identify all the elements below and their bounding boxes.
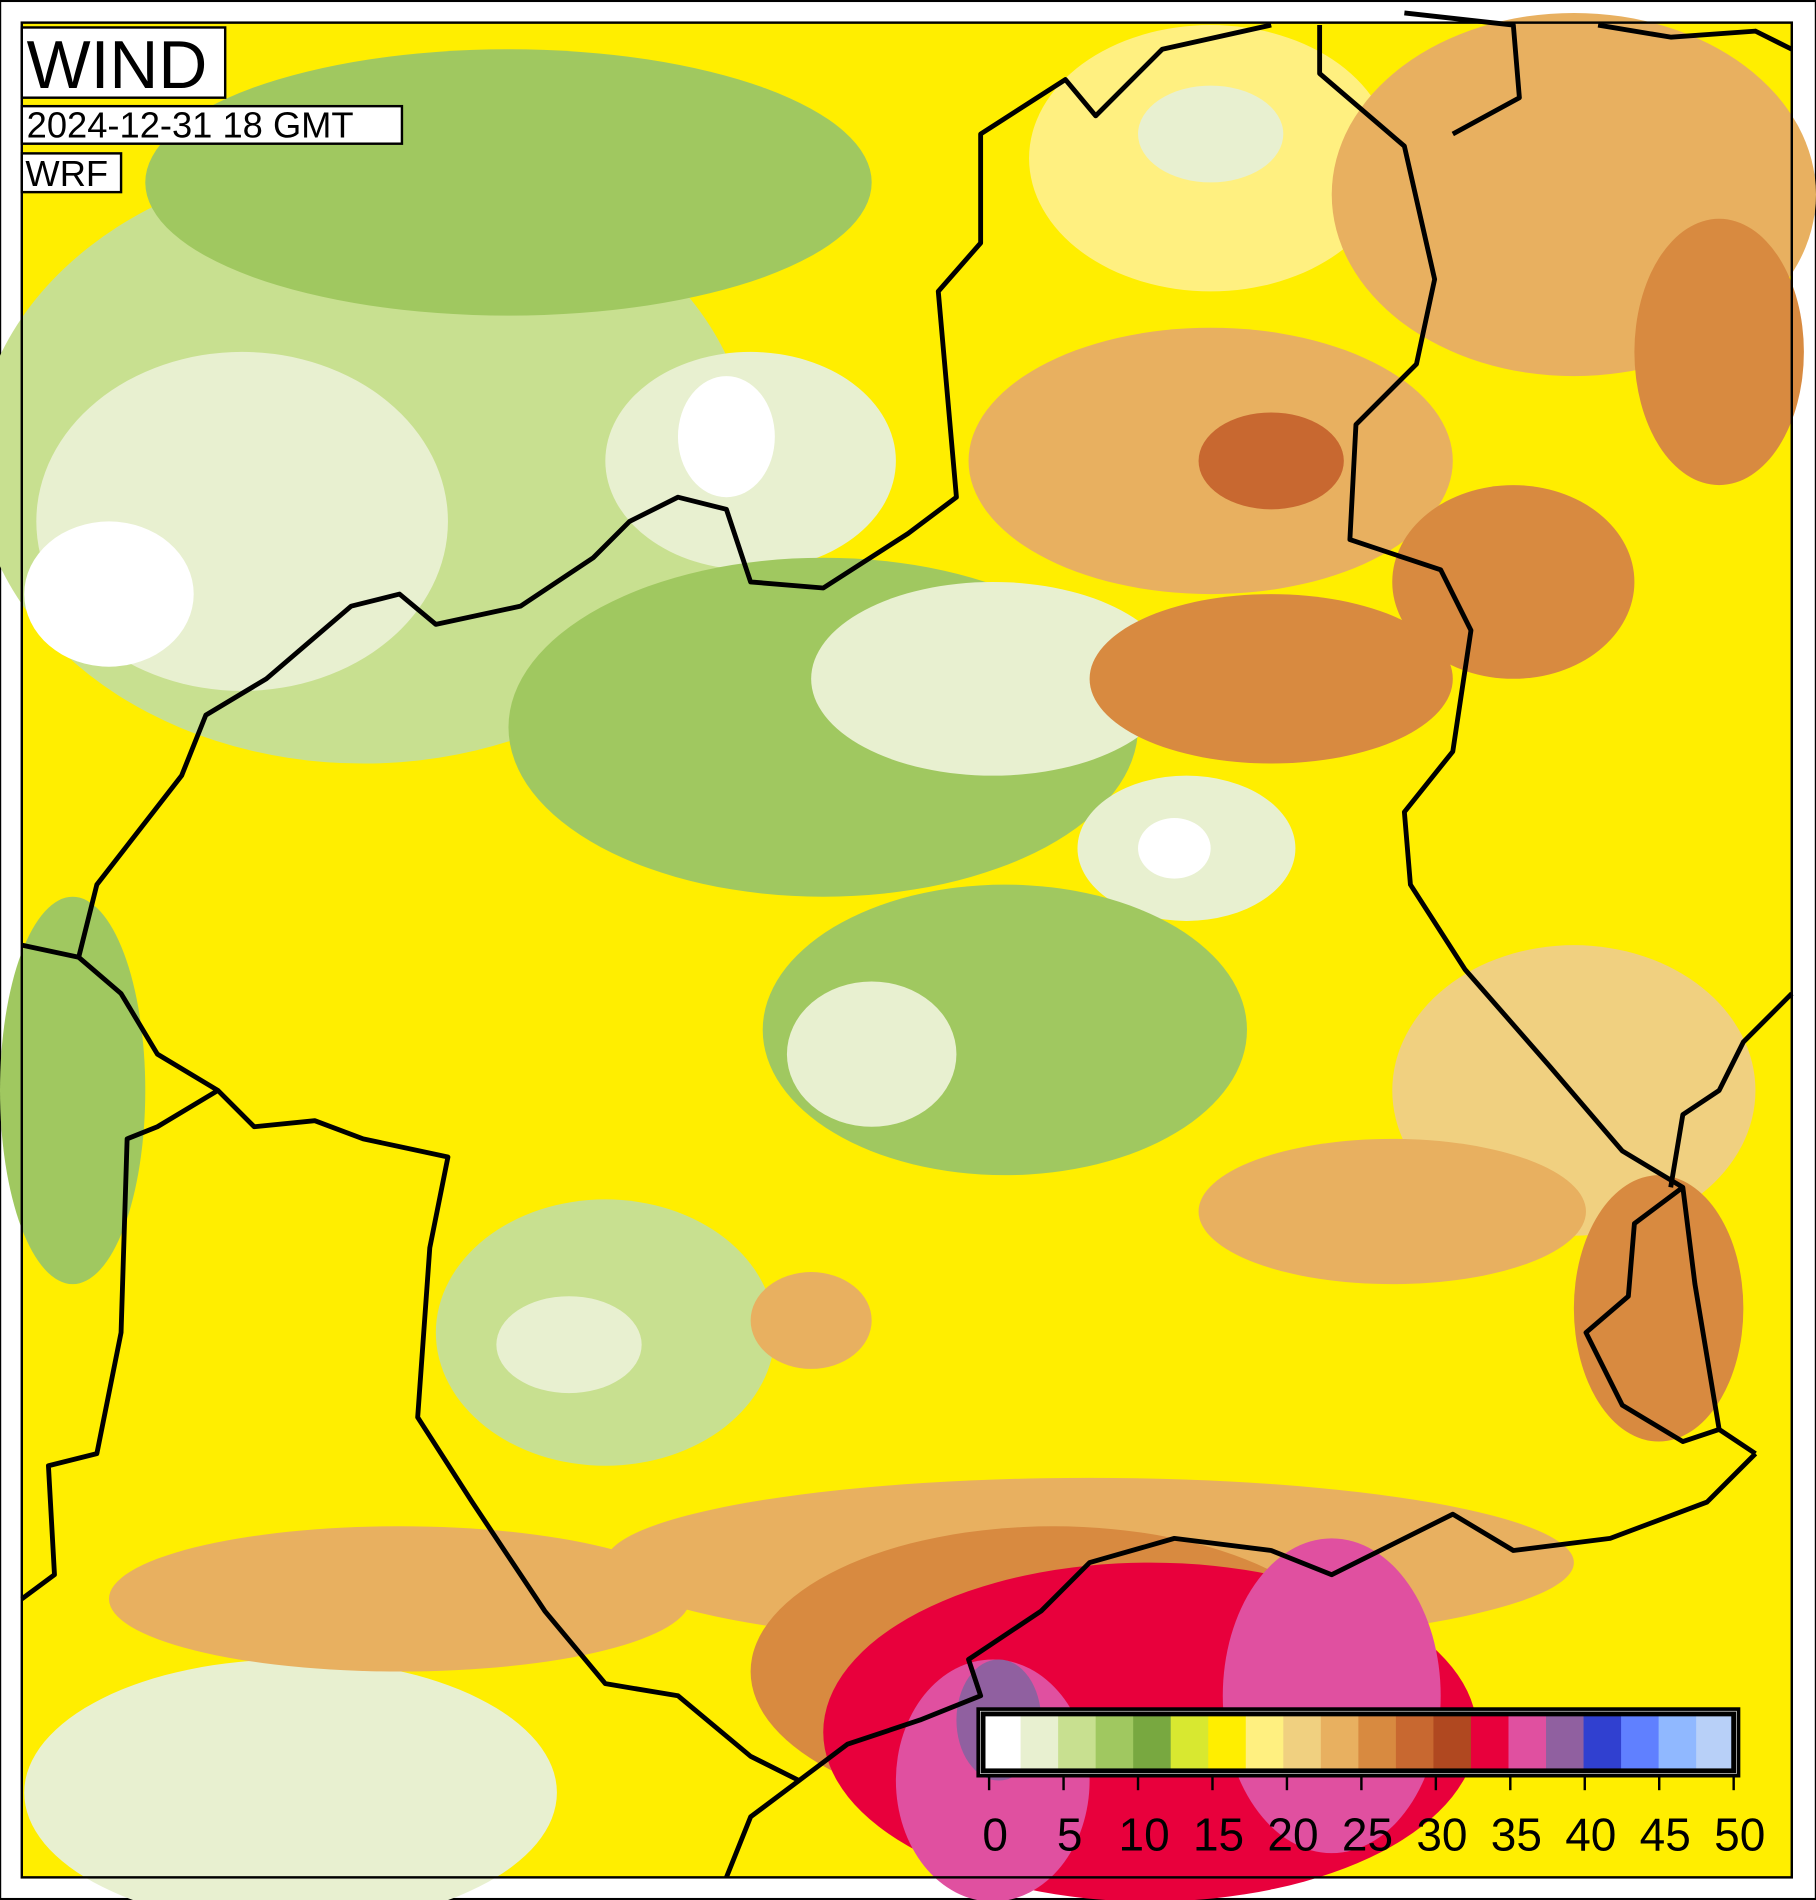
colorbar-segment <box>1546 1713 1585 1771</box>
colorbar-segment <box>1245 1713 1284 1771</box>
colorbar-segment <box>1058 1713 1097 1771</box>
model: WRF <box>25 153 108 194</box>
colorbar-tick-label: 10 <box>1118 1809 1169 1861</box>
colorbar-tick-label: 20 <box>1267 1809 1318 1861</box>
colorbar-tick-label: 25 <box>1342 1809 1393 1861</box>
colorbar-tick-label: 15 <box>1193 1809 1244 1861</box>
colorbar: 0 5 10 15 20 25 30 35 40 45 50 <box>976 1707 1765 1861</box>
colorbar-segment <box>1395 1713 1435 1771</box>
colorbar-segment <box>1020 1713 1059 1771</box>
colorbar-tick-label: 40 <box>1565 1809 1616 1861</box>
colorbar-segment <box>1508 1713 1547 1771</box>
colorbar-tick-label: 50 <box>1714 1809 1765 1861</box>
model-box <box>20 152 123 194</box>
colorbar-segment <box>1433 1713 1472 1771</box>
title-box <box>20 26 227 99</box>
colorbar-outline <box>980 1711 1737 1774</box>
wind-field <box>0 12 1816 1900</box>
colorbar-segment <box>1696 1713 1735 1771</box>
colorbar-segment <box>1470 1713 1510 1771</box>
colorbar-segment <box>1208 1713 1247 1771</box>
colorbar-tick-label: 0 <box>982 1809 1008 1861</box>
country-borders <box>20 10 1794 1879</box>
map-frame <box>20 21 1793 1879</box>
colorbar-segment <box>1133 1713 1172 1771</box>
date-box <box>20 104 404 145</box>
colorbar-segment <box>1358 1713 1397 1771</box>
colorbar-segment <box>1320 1713 1359 1771</box>
colorbar-segment <box>1095 1713 1134 1771</box>
date: 2024-12-31 18 GMT <box>27 105 354 146</box>
colorbar-segment <box>1283 1713 1322 1771</box>
colorbar-tick-label: 5 <box>1057 1809 1083 1861</box>
colorbar-segment <box>983 1713 1022 1771</box>
colorbar-tick-label: 45 <box>1640 1809 1691 1861</box>
colorbar-segment <box>1658 1713 1697 1771</box>
colorbar-segment <box>1583 1713 1622 1771</box>
colorbar-tick-label: 35 <box>1491 1809 1542 1861</box>
colorbar-segment <box>1170 1713 1209 1771</box>
colorbar-segment <box>1621 1713 1660 1771</box>
colorbar-tick-label: 30 <box>1416 1809 1467 1861</box>
title: WIND <box>27 28 208 103</box>
